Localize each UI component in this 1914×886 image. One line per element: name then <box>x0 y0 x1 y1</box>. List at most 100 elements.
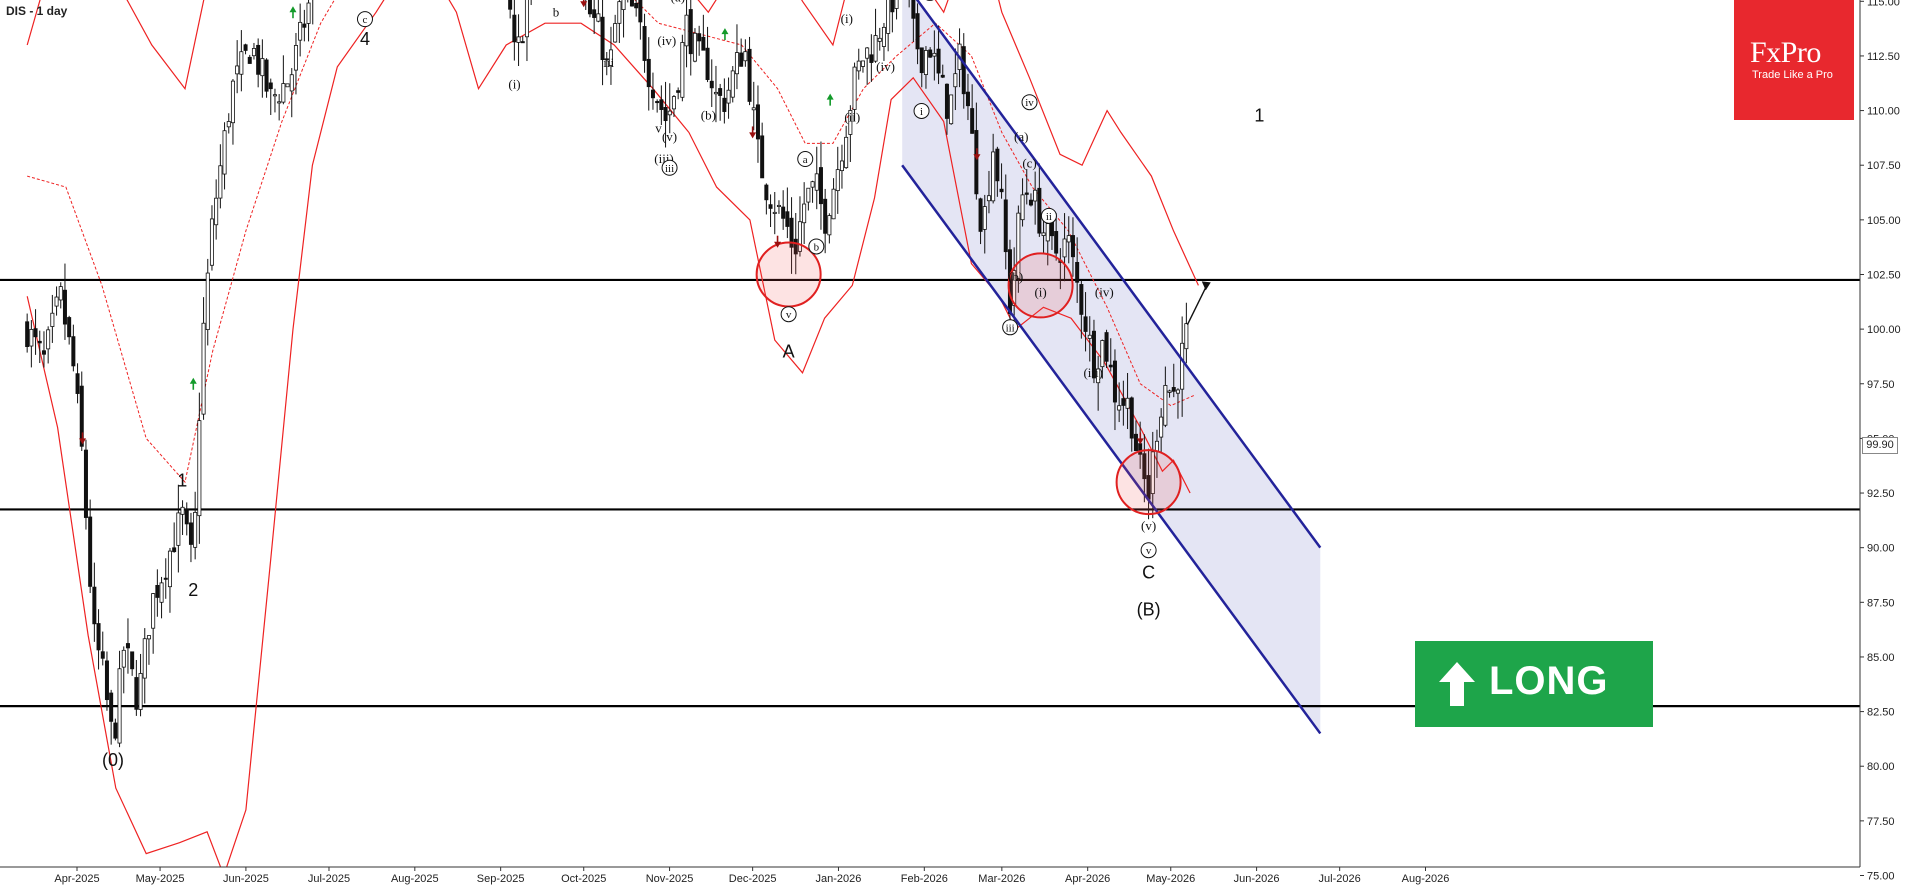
candle-body <box>46 329 51 350</box>
candle-body <box>802 203 807 224</box>
candle-body <box>508 0 513 10</box>
wave-label: 2 <box>188 580 198 600</box>
wave-label: iii <box>1006 322 1015 334</box>
candle-body <box>1037 187 1042 234</box>
candle-body <box>1066 235 1071 243</box>
wave-label: (v) <box>1141 518 1156 533</box>
candles-group <box>25 0 1189 748</box>
candle-body <box>281 83 286 103</box>
candle-body <box>1163 385 1168 426</box>
candle-body <box>1024 192 1029 195</box>
candle-body <box>197 420 202 517</box>
candle-body <box>970 108 975 134</box>
wave-label-ring <box>356 11 373 28</box>
last-price-tag: 99.90 <box>1862 437 1898 454</box>
candle-body <box>25 321 30 348</box>
forecast-arrow-line <box>1186 285 1208 326</box>
candle-body <box>235 65 240 75</box>
candle-body <box>151 593 156 629</box>
candle-body <box>1003 199 1008 253</box>
candle-body <box>638 0 643 23</box>
candle-body <box>793 238 798 255</box>
candle-body <box>986 195 991 202</box>
candle-body <box>701 36 706 51</box>
wave-label: (i) <box>508 77 520 92</box>
arrow-head <box>973 154 981 161</box>
candle-body <box>965 91 970 107</box>
candle-body <box>940 74 945 78</box>
y-tick-label: 77.50 <box>1867 816 1895 828</box>
candle-body <box>142 638 147 679</box>
arrow-head <box>774 241 782 248</box>
candle-body <box>33 328 38 338</box>
candle-body <box>1049 221 1054 237</box>
candle-body <box>1142 453 1147 480</box>
wave-label: (0) <box>102 750 124 770</box>
candle-body <box>100 651 105 659</box>
candle-body <box>726 89 731 104</box>
candle-body <box>697 33 702 42</box>
wave-label: (ii) <box>844 110 860 125</box>
candle-body <box>634 2 639 9</box>
candle-body <box>1125 397 1130 409</box>
wave-label: iv <box>1025 97 1034 109</box>
low-circle-1 <box>1007 252 1074 319</box>
candle-body <box>671 96 676 110</box>
y-tick-label: 82.50 <box>1867 707 1895 719</box>
candle-body <box>113 722 118 739</box>
y-tick-label: 85.00 <box>1867 652 1895 664</box>
candle-body <box>138 673 143 710</box>
candle-body <box>743 51 748 62</box>
candle-body <box>713 91 718 95</box>
candle-body <box>877 37 882 42</box>
candle-body <box>932 52 937 57</box>
candle-body <box>869 54 874 63</box>
candle-body <box>209 218 214 266</box>
candle-body <box>222 130 227 175</box>
wave-label: (iv) <box>876 59 895 74</box>
logo-name: FxPro <box>1750 36 1821 69</box>
candle-body <box>936 48 941 74</box>
candle-body <box>776 204 781 207</box>
y-tick-label: 110.00 <box>1867 106 1900 118</box>
candle-body <box>592 9 597 18</box>
wave-label-ring <box>780 306 797 323</box>
wave-label: (i) <box>1034 284 1046 299</box>
candle-body <box>890 0 895 13</box>
candle-body <box>1117 405 1122 411</box>
candle-body <box>991 151 996 202</box>
long-signal-badge: LONG <box>1415 641 1653 727</box>
x-tick-label: Nov-2025 <box>646 873 694 885</box>
candle-body <box>1041 232 1046 236</box>
candle-body <box>722 97 727 112</box>
candle-body <box>251 48 256 57</box>
wave-label-ring <box>1002 319 1019 336</box>
x-tick-label: Jul-2026 <box>1319 873 1361 885</box>
x-tick-label: May-2025 <box>136 873 185 885</box>
candle-body <box>218 165 223 199</box>
x-tick-label: Oct-2025 <box>561 873 606 885</box>
candle-body <box>50 312 55 327</box>
wave-label: C <box>1142 562 1155 582</box>
candle-body <box>75 373 80 394</box>
candle-body <box>718 88 723 96</box>
wave-label-ring <box>797 151 814 168</box>
candle-body <box>886 0 891 34</box>
arrow-head <box>289 6 297 13</box>
candle-body <box>285 83 290 88</box>
candle-body <box>293 45 298 71</box>
candle-body <box>193 511 198 548</box>
signal-arrow-down-8 <box>749 126 757 139</box>
wave-label: 4 <box>360 29 370 49</box>
x-tick-label: Jun-2026 <box>1234 873 1280 885</box>
candle-body <box>167 550 172 588</box>
candle-body <box>667 110 672 116</box>
signal-arrow-down-0 <box>79 432 87 445</box>
y-tick-label: 105.00 <box>1867 215 1901 227</box>
candle-body <box>865 47 870 59</box>
candle-body <box>659 99 664 110</box>
candle-body <box>923 50 928 76</box>
candle-body <box>214 197 219 226</box>
candle-body <box>1087 334 1092 339</box>
